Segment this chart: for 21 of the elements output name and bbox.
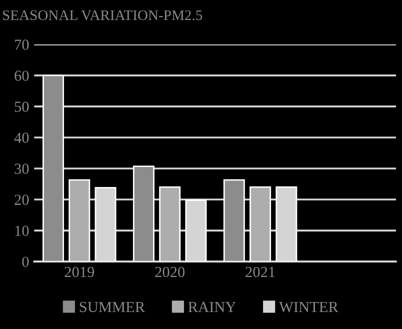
bar [68,179,90,262]
x-tick-label: 2020 [155,266,185,278]
y-tick-label: 30 [14,164,29,174]
y-tick-label: 0 [22,256,29,268]
bar [132,166,154,262]
legend-label: WINTER [279,302,338,312]
bar [250,186,272,262]
y-tick-label: 50 [14,102,29,112]
legend-label: RAINY [188,302,236,312]
bar [42,74,64,262]
y-tick-label: 20 [14,194,29,205]
y-tick-label: 60 [14,70,29,81]
chart-title: SEASONAL VARIATION-PM2.5 [2,10,202,20]
bar [159,186,181,262]
legend-label: SUMMER [80,302,146,312]
y-tick-label: 70 [15,40,29,50]
y-tick-label: 10 [15,226,29,236]
x-tick-label: 2021 [246,266,275,278]
y-tick-label: 40 [14,132,29,143]
bar [223,179,245,262]
x-tick-label: 2019 [64,266,94,278]
